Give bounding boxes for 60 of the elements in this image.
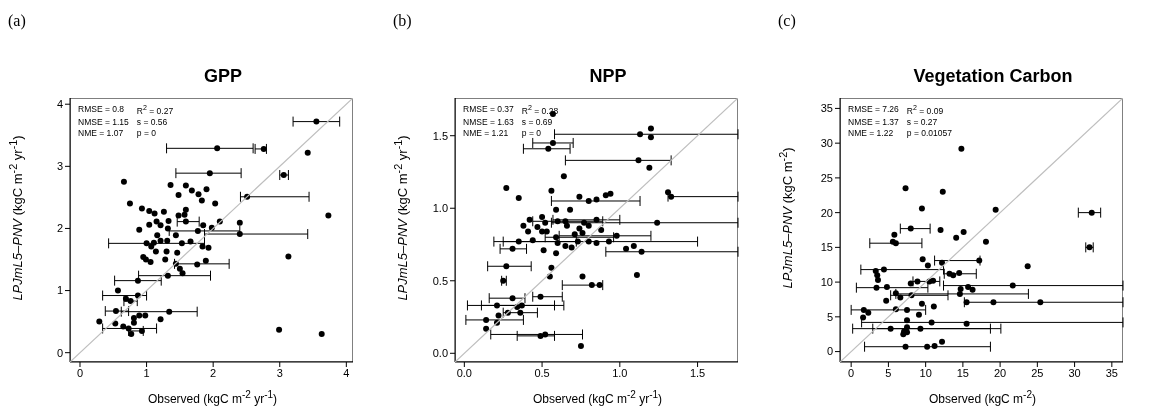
chart-title: NPP — [588, 66, 628, 87]
annotation: NME = 1.22 — [848, 127, 895, 138]
chart-title: Vegetation Carbon — [912, 66, 1074, 87]
annotation: R$^{2}$ = 0.09 — [906, 104, 945, 116]
x-axis-title: Observed (kgC m$^{-2}$) — [929, 389, 1036, 406]
x-axis-title: Observed (kgC m$^{-2}$ yr$^{-1}$) — [147, 389, 278, 406]
annotation: p = 0 — [136, 127, 157, 138]
y-tick-label: 10 — [820, 276, 833, 289]
x-tick-label: 1.0 — [612, 366, 628, 379]
y-tick-label: 35 — [820, 102, 833, 115]
annotation: R$^{2}$ = 0.27 — [136, 104, 174, 116]
x-tick-label: 20 — [993, 366, 1007, 379]
x-tick-label: 1 — [143, 366, 150, 379]
annotation: NME = 1.07 — [78, 127, 125, 138]
x-tick-label: 0.0 — [456, 366, 472, 379]
x-axis-title: Observed (kgC m$^{-2}$ yr$^{-1}$) — [532, 389, 663, 406]
x-tick-label: 0 — [76, 366, 84, 379]
text: (a) — [8, 12, 26, 30]
annotation: s = 0.27 — [906, 116, 939, 127]
y-tick-label: 25 — [820, 171, 833, 184]
annotation: s = 0.56 — [136, 116, 169, 127]
x-tick-label: 3 — [276, 366, 283, 379]
annotation: p = 0 — [521, 127, 542, 138]
chart-title: GPP — [203, 66, 243, 87]
annotation: s = 0.69 — [521, 116, 554, 127]
annotation: p = 0.01057 — [906, 127, 952, 138]
x-tick-label: 15 — [956, 366, 970, 379]
x-tick-label: 0.5 — [534, 366, 550, 379]
y-tick-label: 0.5 — [432, 274, 448, 287]
annotation: NMSE = 1.63 — [463, 116, 514, 127]
annotation: RMSE = 0.8 — [78, 104, 126, 116]
annotation: RMSE = 0.37 — [463, 104, 514, 116]
y-tick-label: 15 — [820, 241, 833, 254]
y-tick-label: 4 — [56, 98, 63, 111]
x-tick-label: 5 — [885, 366, 892, 379]
y-tick-label: 0 — [56, 346, 63, 359]
x-tick-label: 2 — [210, 366, 217, 379]
y-tick-label: 1 — [56, 284, 63, 297]
x-tick-label: 30 — [1068, 366, 1081, 379]
y-tick-label: 0.0 — [432, 347, 448, 360]
y-tick-label: 2 — [56, 222, 63, 235]
x-tick-label: 4 — [343, 366, 350, 379]
x-tick-label: 25 — [1031, 366, 1044, 379]
text: (b) — [393, 12, 412, 30]
y-tick-label: 20 — [820, 206, 833, 219]
y-tick-label: 1.0 — [432, 202, 448, 215]
y-tick-label: 5 — [826, 310, 833, 323]
x-tick-label: 10 — [919, 366, 932, 379]
text: (c) — [778, 12, 796, 30]
y-tick-label: 3 — [56, 160, 63, 173]
y-tick-label: 0 — [826, 345, 833, 358]
annotation: RMSE = 7.26 — [848, 104, 899, 116]
x-tick-label: 1.5 — [689, 366, 706, 379]
annotation: NME = 1.21 — [463, 127, 510, 138]
x-tick-label: 0 — [848, 366, 855, 379]
x-tick-label: 35 — [1105, 366, 1118, 379]
y-tick-label: 30 — [820, 137, 833, 150]
annotation: NMSE = 1.37 — [848, 116, 899, 127]
annotation: NMSE = 1.15 — [78, 116, 129, 127]
y-tick-label: 1.5 — [432, 129, 448, 142]
